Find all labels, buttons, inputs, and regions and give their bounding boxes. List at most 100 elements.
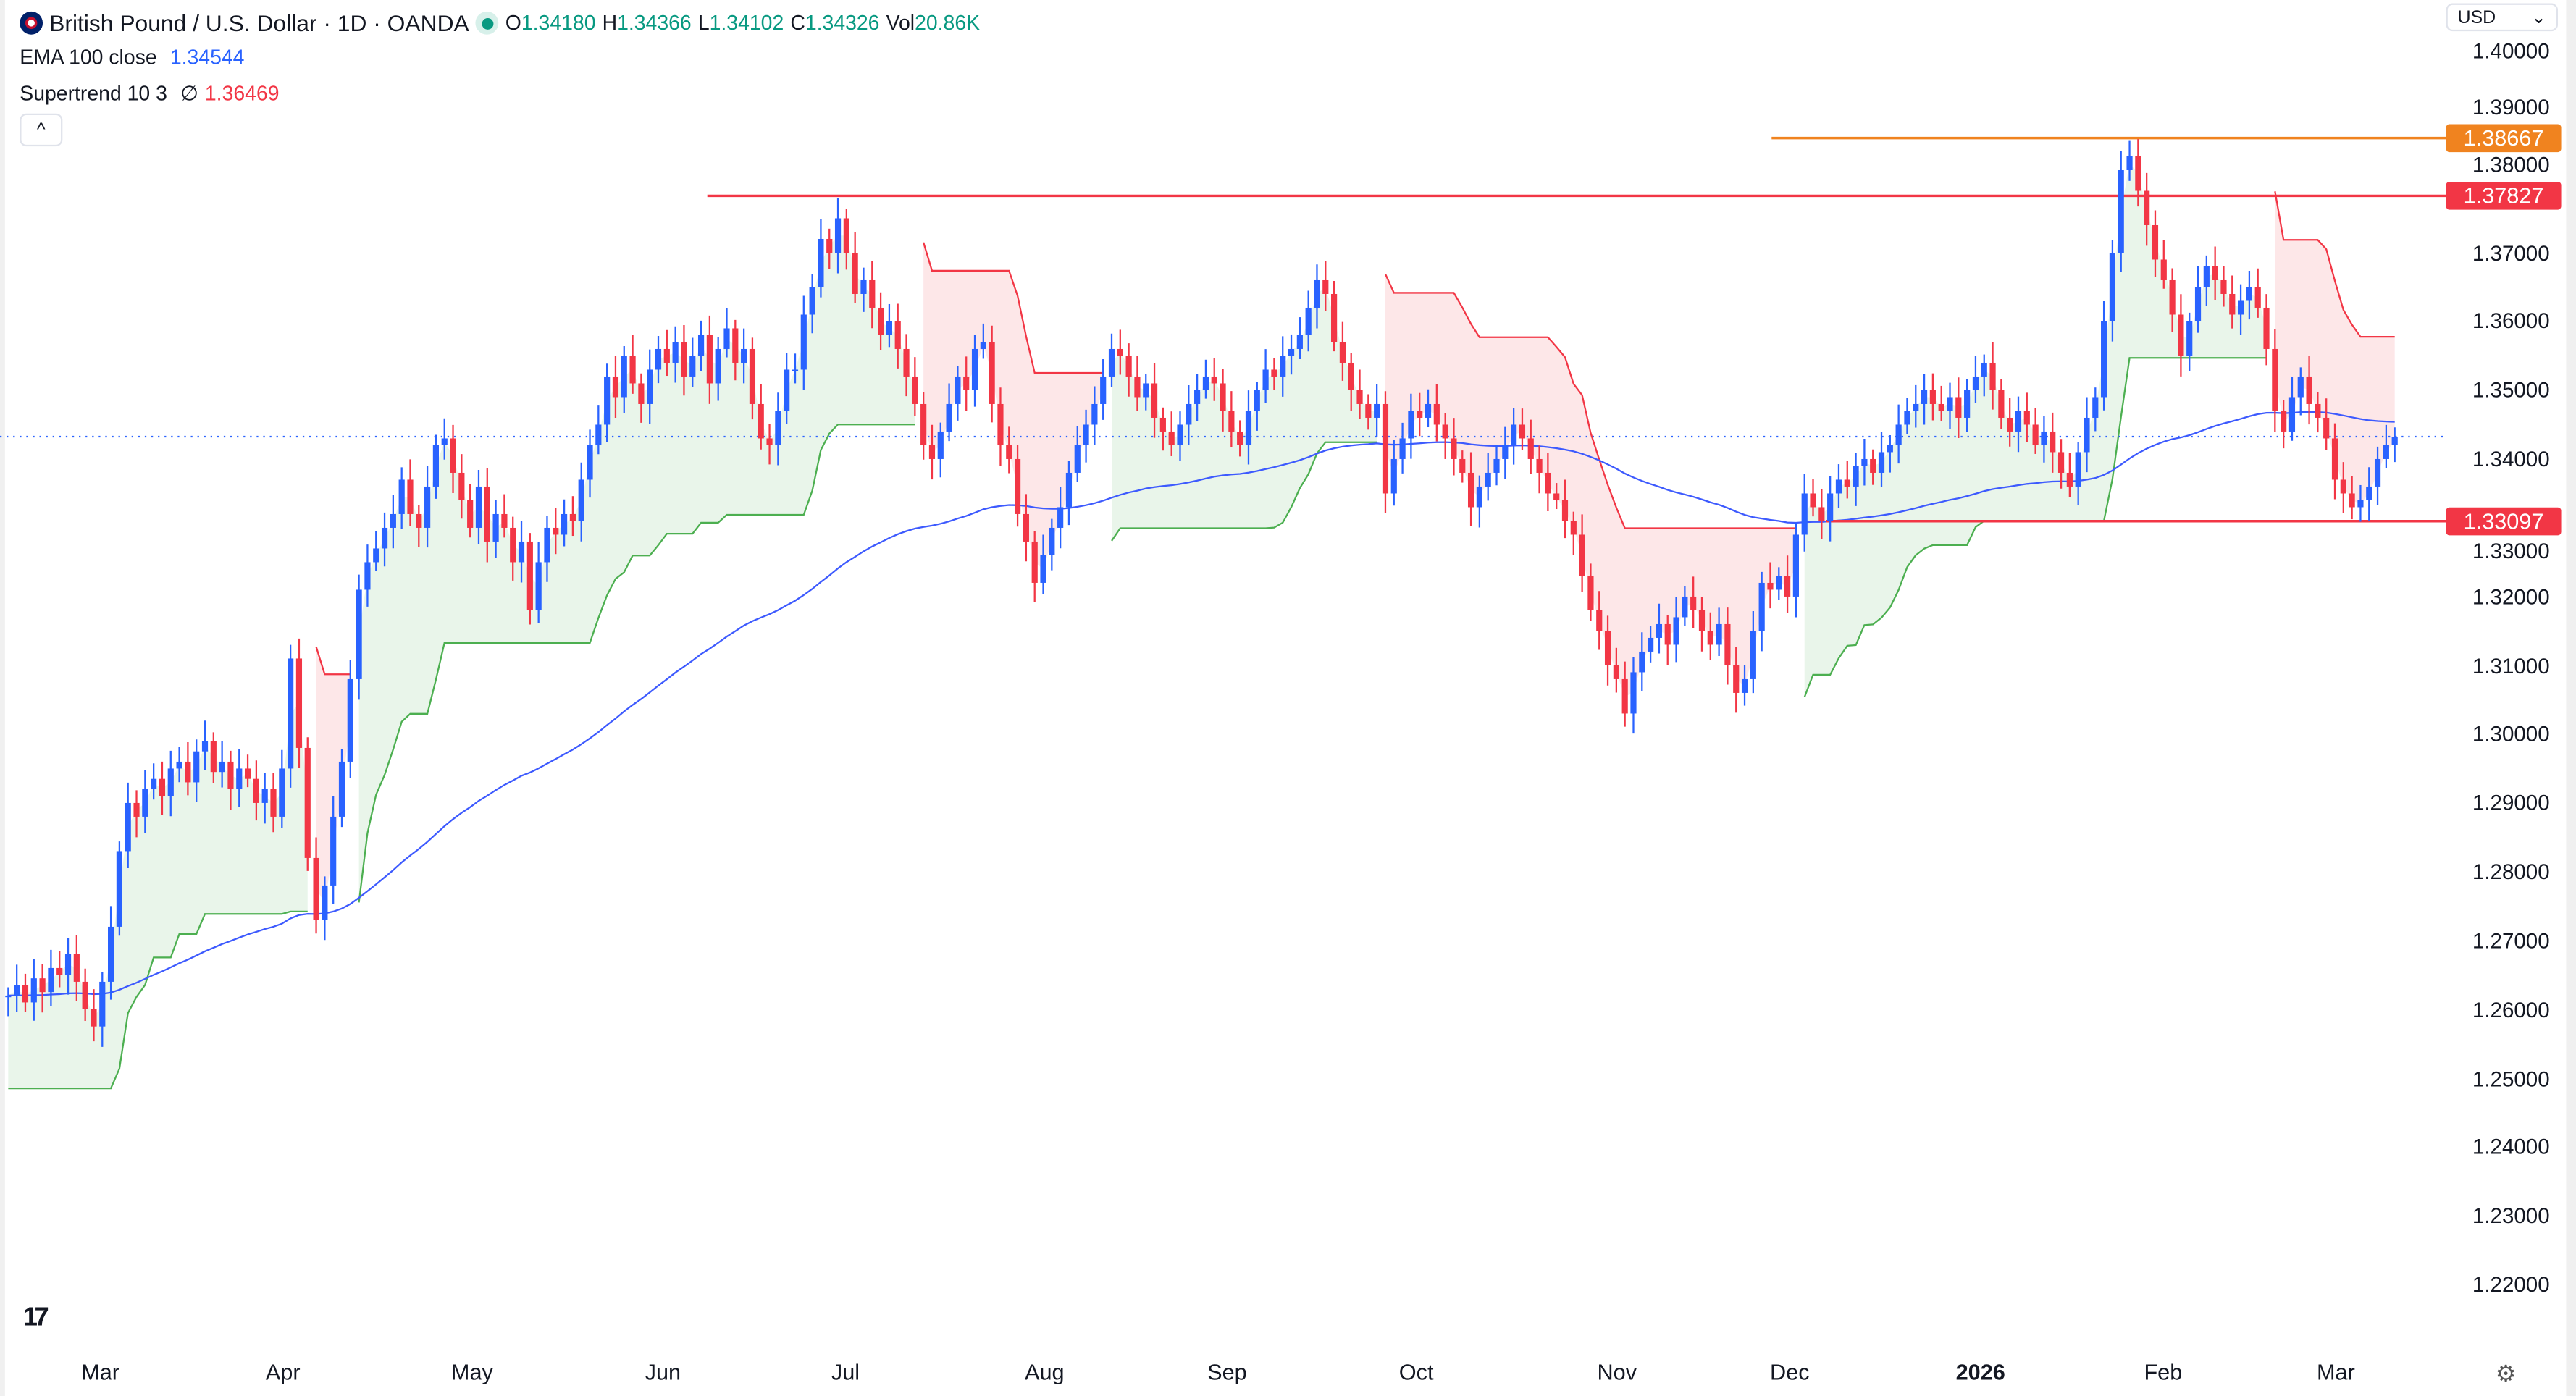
collapse-legend-button[interactable]: ^ [20,113,63,147]
candle-body [142,789,148,817]
candle-body [1519,424,1526,439]
candle-body [741,348,747,363]
candle-body [2118,169,2124,253]
time-tick-label: Apr [265,1360,301,1385]
price-tick-label: 1.37000 [2472,240,2550,266]
candle-body [1682,596,1688,618]
ema-legend[interactable]: EMA 100 close 1.34544 [20,46,244,70]
candle-body [912,376,918,404]
candle-body [723,328,730,349]
supertrend-legend[interactable]: Supertrend 10 3 ∅ 1.36469 [20,80,279,105]
candle-body [971,348,978,390]
supertrend-value: 1.36469 [204,81,280,105]
candle-body [1673,617,1679,645]
candle-body [193,751,200,783]
supertrend-downtrend-line [2274,191,2395,338]
candle-body [2135,156,2141,191]
candle-body [1220,383,1226,411]
candle-body [48,967,54,993]
candle-body [364,562,371,590]
candle-body [1485,472,1491,487]
chevron-down-icon: ⌄ [2531,8,2547,28]
candle-body [236,768,243,789]
candle-body [1981,362,1987,377]
price-level-tag[interactable]: 1.38667 [2446,124,2562,152]
candle-body [125,802,131,852]
gear-icon[interactable]: ⚙ [2495,1360,2517,1387]
candle-body [886,321,893,335]
candle-body [210,741,217,773]
price-tick-label: 1.29000 [2472,790,2550,815]
candle-body [1621,678,1628,714]
ema-label: EMA 100 close [20,46,157,70]
candle-body [1143,383,1149,398]
candle-body [133,802,140,817]
supertrend-downtrend-line [315,646,351,676]
candle-body [561,513,568,535]
candle-body [416,513,422,528]
candle-body [1989,362,1996,390]
candle-body [1177,424,1183,445]
right-scrollbar[interactable] [2566,0,2576,1396]
candle-body [1861,458,1868,466]
candle-body [963,376,970,390]
price-level-tag[interactable]: 1.33097 [2446,507,2562,536]
candle-body [1476,486,1482,508]
candle-body [1656,623,1663,638]
candle-body [1417,411,1423,418]
tradingview-logo[interactable]: 17 [22,1304,49,1332]
candle-body [1502,445,1509,459]
candle-body [1596,610,1603,631]
supertrend-downtrend-fill [923,242,1104,569]
candle-body [2391,436,2398,445]
market-status-icon[interactable] [475,11,499,35]
candle-body [1151,383,1158,418]
price-tick-label: 1.26000 [2472,996,2550,1022]
candle-body [1493,458,1500,473]
time-tick-label: Mar [81,1360,119,1385]
candle-body [1356,390,1363,404]
candle-body [407,479,414,514]
volume: Vol20.86K [886,11,981,35]
candle-body [390,513,396,528]
time-tick-label: May [450,1360,493,1385]
candle-body [1750,631,1756,679]
price-tick-label: 1.30000 [2472,721,2550,747]
time-tick-label: Mar [2316,1360,2355,1385]
candle-body [2057,452,2065,473]
candle-body [732,328,739,363]
candle-body [1844,479,1850,487]
candle-body [295,658,303,748]
candle-body [1100,376,1107,404]
candle-body [655,348,662,370]
price-tick-label: 1.33000 [2472,538,2550,563]
symbol-title[interactable]: British Pound / U.S. Dollar · 1D · OANDA [49,9,469,36]
candle-body [270,789,277,817]
candle-body [1741,678,1748,693]
price-chart[interactable] [0,0,2446,1396]
candle-body [1955,397,1962,418]
candle-body [1074,445,1081,473]
candle-body [1288,348,1295,356]
candle-body [2288,397,2296,432]
candle-body [1792,534,1799,597]
candle-body [288,658,294,769]
empty-set-icon: ∅ [180,82,198,106]
supertrend-downtrend-fill [316,647,351,903]
candle-body [475,486,482,528]
candle-body [1023,513,1029,542]
candle-body [458,472,465,500]
candle-body [980,342,986,349]
price-level-tag[interactable]: 1.37827 [2446,182,2562,210]
price-tick-label: 1.25000 [2472,1065,2550,1090]
candle-body [441,438,448,445]
candle-body [1271,369,1277,377]
candle-body [1194,390,1201,404]
candle-body [2092,397,2099,418]
candle-body [1758,582,1765,631]
currency-select[interactable]: USD ⌄ [2446,3,2559,32]
candle-body [227,761,234,789]
candle-body [1853,466,1859,487]
candle-body [553,527,559,535]
ema-100-line [8,411,2395,997]
